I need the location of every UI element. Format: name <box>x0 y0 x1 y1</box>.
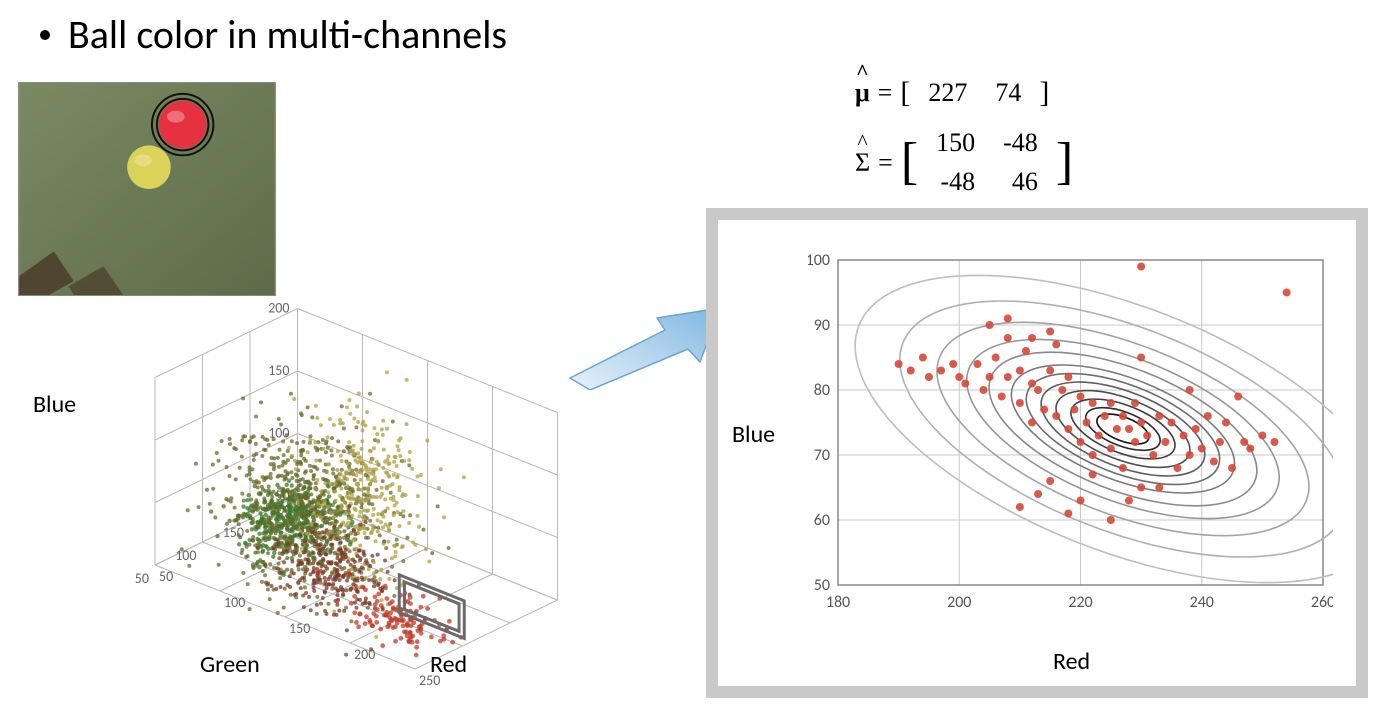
svg-text:60: 60 <box>814 511 830 530</box>
svg-text:220: 220 <box>1068 593 1092 612</box>
sigma-00: 150 <box>922 123 989 162</box>
svg-text:100: 100 <box>175 547 196 564</box>
svg-text:100: 100 <box>808 251 830 270</box>
svg-text:100: 100 <box>224 594 245 611</box>
scatter-2d-panel: 180 200 220 240 260 50 60 70 80 90 100 Blue Red <box>706 208 1368 698</box>
scatter-2d: 180 200 220 240 260 50 60 70 80 90 100 <box>808 250 1333 620</box>
bullet-icon <box>40 30 50 40</box>
scatter-2d-svg: 180 200 220 240 260 50 60 70 80 90 100 <box>808 250 1333 620</box>
sigma-symbol: Σ <box>855 143 870 182</box>
svg-text:200: 200 <box>268 300 289 317</box>
axis-label-green-3d: Green <box>200 650 260 679</box>
slide-title: Ball color in multi-channels <box>68 10 507 59</box>
callout-arrow-icon <box>560 300 725 390</box>
svg-text:100: 100 <box>268 425 289 442</box>
axis-label-red-3d: Red <box>430 650 467 679</box>
svg-text:70: 70 <box>814 446 830 465</box>
svg-text:80: 80 <box>814 381 830 400</box>
svg-text:180: 180 <box>826 593 850 612</box>
svg-text:50: 50 <box>814 576 830 595</box>
axis-label-blue-2d: Blue <box>732 420 775 449</box>
svg-text:90: 90 <box>814 316 830 335</box>
svg-text:50: 50 <box>159 568 173 585</box>
mu-equation: μ = [ 227 74 ] <box>855 70 1073 115</box>
svg-text:240: 240 <box>1190 593 1214 612</box>
svg-text:200: 200 <box>947 593 971 612</box>
svg-text:50: 50 <box>135 570 149 587</box>
slide-title-row: Ball color in multi-channels <box>40 10 507 59</box>
sigma-equation: Σ = [ 150 -48 -48 46 ] <box>855 123 1073 201</box>
mu-symbol: μ <box>855 73 870 112</box>
mu-0: 227 <box>914 73 981 112</box>
axis-label-red-2d: Red <box>1053 647 1090 676</box>
mu-1: 74 <box>981 73 1035 112</box>
svg-text:150: 150 <box>268 362 289 379</box>
sigma-10: -48 <box>922 162 989 201</box>
svg-text:260: 260 <box>1311 593 1333 612</box>
axis-label-blue-3d: Blue <box>33 390 76 419</box>
svg-text:150: 150 <box>289 620 310 637</box>
gaussian-params: μ = [ 227 74 ] Σ = [ 150 -48 -48 46 <box>855 70 1073 209</box>
sigma-11: 46 <box>989 162 1052 201</box>
sigma-01: -48 <box>989 123 1052 162</box>
